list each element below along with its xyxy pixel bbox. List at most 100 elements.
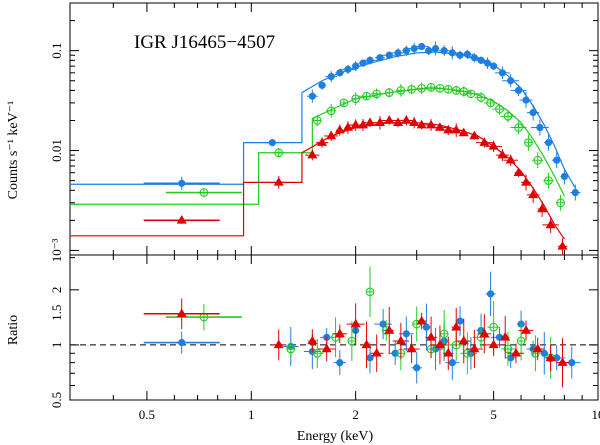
data-point bbox=[376, 54, 384, 62]
data-point bbox=[522, 96, 530, 104]
y-axis-label-spectrum: Counts s⁻¹ keV⁻¹ bbox=[6, 101, 21, 200]
data-point bbox=[273, 339, 284, 349]
x-tick-label: 2 bbox=[352, 407, 359, 422]
data-point bbox=[469, 130, 480, 140]
x-tick-label: 5 bbox=[490, 407, 497, 422]
data-point bbox=[409, 117, 420, 126]
data-point bbox=[417, 83, 426, 93]
data-point bbox=[308, 92, 316, 100]
data-point bbox=[556, 198, 565, 208]
data-point bbox=[394, 49, 402, 57]
y-tick-label: 0.01 bbox=[49, 139, 64, 162]
data-point bbox=[451, 124, 462, 134]
data-point bbox=[532, 343, 543, 353]
data-point bbox=[426, 82, 436, 92]
data-point bbox=[395, 335, 406, 345]
data-point bbox=[339, 98, 349, 108]
y-tick-label: 2 bbox=[49, 287, 64, 294]
data-point bbox=[425, 47, 433, 55]
data-point bbox=[514, 123, 523, 132]
data-point bbox=[336, 359, 344, 367]
data-point bbox=[401, 115, 412, 124]
data-point bbox=[488, 339, 499, 349]
y-tick-label: 0.1 bbox=[49, 43, 64, 59]
x-axis-label: Energy (keV) bbox=[297, 429, 374, 444]
data-point bbox=[505, 154, 516, 164]
data-point bbox=[458, 127, 469, 137]
data-point bbox=[365, 117, 376, 126]
data-point bbox=[426, 119, 437, 129]
data-point bbox=[540, 349, 548, 357]
data-point bbox=[448, 49, 456, 57]
data-point bbox=[477, 56, 485, 64]
data-point bbox=[545, 352, 556, 362]
data-point bbox=[510, 347, 521, 357]
data-point bbox=[402, 47, 410, 55]
data-point bbox=[557, 240, 568, 250]
data-point bbox=[553, 156, 561, 164]
y-tick-label: 10⁻³ bbox=[49, 238, 64, 262]
data-point bbox=[498, 69, 507, 77]
y-tick-label: 1.5 bbox=[49, 305, 64, 321]
data-point bbox=[176, 308, 187, 318]
data-point bbox=[334, 124, 345, 134]
data-point bbox=[307, 335, 318, 345]
data-point bbox=[374, 117, 385, 126]
data-point bbox=[361, 339, 372, 349]
data-point bbox=[500, 332, 511, 341]
x-tick-label: 1 bbox=[248, 407, 255, 422]
data-point bbox=[495, 104, 504, 114]
data-point bbox=[503, 111, 513, 121]
data-point bbox=[463, 50, 471, 58]
data-point bbox=[336, 69, 344, 77]
data-point bbox=[396, 86, 406, 95]
data-point bbox=[434, 339, 445, 349]
data-point bbox=[426, 332, 437, 341]
data-point bbox=[384, 88, 394, 97]
data-point bbox=[557, 357, 568, 366]
data-point bbox=[456, 51, 464, 59]
data-point bbox=[537, 203, 548, 213]
data-point bbox=[178, 338, 186, 347]
data-point bbox=[533, 155, 543, 165]
data-point bbox=[422, 323, 431, 331]
model-line bbox=[70, 122, 565, 240]
data-point bbox=[312, 348, 322, 358]
data-point bbox=[514, 86, 523, 95]
data-point bbox=[560, 172, 569, 181]
data-point bbox=[385, 51, 393, 59]
data-point bbox=[199, 188, 209, 197]
data-point bbox=[321, 343, 332, 353]
data-point bbox=[307, 149, 318, 159]
data-point bbox=[312, 116, 322, 125]
data-point bbox=[470, 54, 478, 62]
plot-frame bbox=[69, 254, 599, 401]
x-tick-label: 0.5 bbox=[139, 407, 155, 422]
data-point bbox=[366, 354, 374, 362]
data-point bbox=[393, 117, 404, 126]
data-point bbox=[521, 325, 532, 334]
data-point bbox=[489, 322, 498, 332]
data-point bbox=[384, 115, 395, 124]
data-point bbox=[434, 122, 445, 131]
data-point bbox=[342, 122, 353, 131]
data-point bbox=[490, 62, 498, 70]
data-point bbox=[350, 318, 361, 328]
data-point bbox=[273, 177, 284, 186]
data-point bbox=[483, 59, 492, 67]
data-point bbox=[358, 119, 369, 129]
data-point bbox=[486, 290, 495, 298]
y-axis-label-ratio: Ratio bbox=[6, 315, 21, 345]
data-point bbox=[476, 93, 486, 102]
data-point bbox=[448, 359, 456, 367]
data-point bbox=[456, 317, 464, 325]
y-tick-label: 0.5 bbox=[49, 392, 64, 408]
data-point bbox=[268, 139, 276, 147]
data-point bbox=[568, 359, 576, 367]
data-point bbox=[352, 62, 360, 70]
data-point bbox=[486, 98, 495, 108]
data-point bbox=[410, 44, 418, 53]
data-point bbox=[435, 83, 445, 93]
data-point bbox=[507, 77, 515, 85]
